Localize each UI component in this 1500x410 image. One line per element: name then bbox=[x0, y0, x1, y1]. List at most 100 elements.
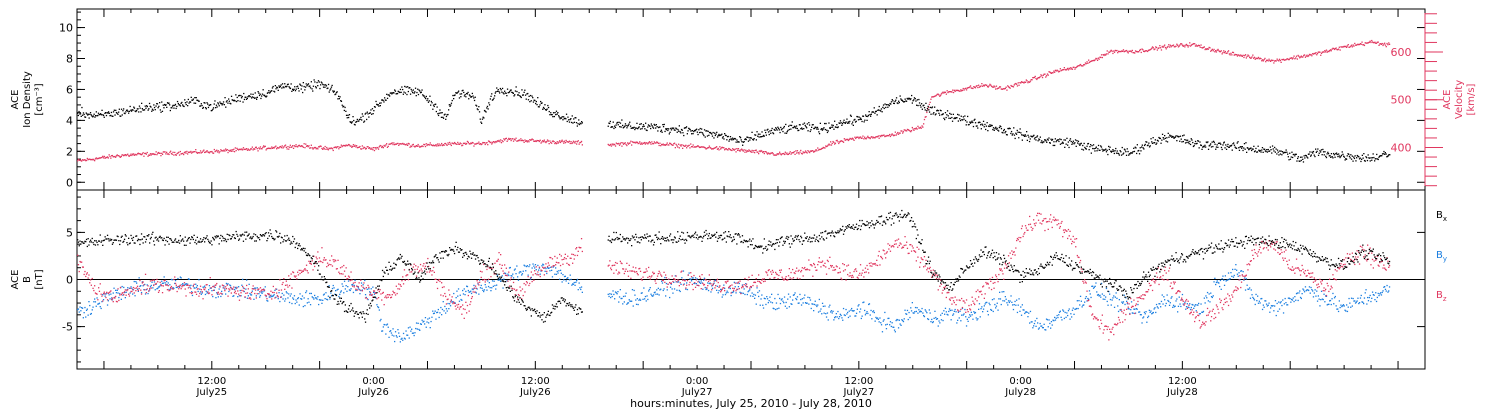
data-point bbox=[766, 296, 768, 298]
data-point bbox=[1149, 145, 1151, 147]
data-point bbox=[98, 302, 101, 304]
data-point bbox=[738, 149, 740, 152]
data-point bbox=[465, 143, 467, 145]
data-point bbox=[1084, 297, 1087, 300]
data-point bbox=[460, 143, 462, 145]
data-point bbox=[706, 130, 708, 132]
data-point bbox=[1176, 140, 1178, 142]
data-point bbox=[1002, 132, 1004, 134]
data-point bbox=[151, 153, 153, 155]
data-point bbox=[242, 147, 245, 149]
data-point bbox=[1248, 149, 1250, 151]
data-point bbox=[85, 112, 87, 114]
data-point bbox=[1088, 290, 1091, 292]
data-point bbox=[327, 83, 330, 86]
data-point bbox=[1154, 142, 1156, 144]
data-point bbox=[657, 142, 659, 144]
data-point bbox=[656, 141, 658, 143]
data-point bbox=[1286, 151, 1288, 153]
data-point bbox=[877, 109, 879, 111]
data-point bbox=[336, 91, 338, 93]
data-point bbox=[1007, 300, 1010, 302]
data-point bbox=[375, 148, 377, 150]
data-point bbox=[1251, 56, 1253, 58]
data-point bbox=[1355, 160, 1357, 162]
data-point bbox=[1300, 55, 1302, 57]
data-point bbox=[190, 96, 192, 98]
data-point bbox=[836, 316, 838, 318]
data-point bbox=[628, 142, 630, 144]
data-point bbox=[835, 313, 837, 315]
data-point bbox=[235, 149, 237, 152]
data-point bbox=[770, 152, 772, 154]
data-point bbox=[882, 104, 885, 106]
data-point bbox=[1115, 147, 1117, 150]
data-point bbox=[481, 122, 483, 124]
data-point bbox=[194, 102, 197, 104]
data-point bbox=[1258, 149, 1260, 151]
data-point bbox=[734, 286, 736, 288]
data-point bbox=[95, 115, 97, 117]
data-point bbox=[1147, 49, 1150, 51]
data-point bbox=[1315, 148, 1317, 150]
data-point bbox=[613, 293, 615, 296]
data-point bbox=[1087, 142, 1090, 145]
data-point bbox=[534, 140, 536, 142]
data-point bbox=[934, 310, 936, 312]
data-point bbox=[641, 292, 643, 294]
data-point bbox=[118, 111, 120, 113]
data-point bbox=[997, 309, 999, 311]
data-point bbox=[1115, 50, 1117, 52]
data-point bbox=[1101, 148, 1103, 150]
data-point bbox=[875, 136, 877, 138]
data-point bbox=[417, 88, 419, 90]
data-point bbox=[263, 94, 266, 97]
data-point bbox=[519, 271, 521, 273]
data-point bbox=[1353, 157, 1356, 160]
data-point bbox=[981, 83, 983, 85]
data-point bbox=[402, 88, 404, 91]
data-point bbox=[385, 99, 387, 101]
data-point bbox=[1131, 152, 1133, 154]
data-point bbox=[164, 104, 166, 106]
data-point bbox=[200, 293, 202, 295]
data-point bbox=[707, 289, 710, 292]
data-point bbox=[436, 143, 439, 145]
data-point bbox=[390, 330, 392, 332]
data-point bbox=[796, 150, 799, 152]
data-point bbox=[1283, 151, 1285, 154]
data-point bbox=[1132, 52, 1134, 54]
data-point bbox=[537, 264, 539, 267]
data-point bbox=[522, 94, 524, 96]
data-point bbox=[1376, 158, 1379, 160]
data-point bbox=[866, 311, 868, 313]
data-point bbox=[936, 109, 939, 111]
data-point bbox=[474, 287, 476, 289]
data-point bbox=[422, 321, 424, 323]
data-point bbox=[1059, 68, 1061, 70]
data-point bbox=[301, 85, 303, 87]
data-point bbox=[1161, 133, 1164, 135]
data-point bbox=[462, 89, 464, 91]
data-point bbox=[887, 106, 889, 108]
data-point bbox=[1314, 155, 1316, 158]
data-point bbox=[105, 156, 107, 159]
data-point bbox=[665, 295, 667, 297]
data-point bbox=[103, 116, 105, 118]
data-point bbox=[289, 295, 291, 297]
data-point bbox=[243, 92, 245, 95]
data-point bbox=[521, 89, 523, 91]
data-point bbox=[957, 120, 959, 122]
data-point bbox=[1223, 52, 1226, 54]
data-point bbox=[531, 267, 533, 269]
data-point bbox=[1352, 160, 1354, 162]
data-point bbox=[1246, 147, 1248, 149]
data-point bbox=[518, 92, 520, 94]
data-point bbox=[708, 145, 710, 147]
data-point bbox=[435, 110, 437, 113]
data-point bbox=[1108, 291, 1110, 293]
data-point bbox=[187, 151, 190, 153]
data-point bbox=[444, 113, 446, 115]
data-point bbox=[404, 144, 406, 146]
data-point bbox=[691, 133, 693, 135]
